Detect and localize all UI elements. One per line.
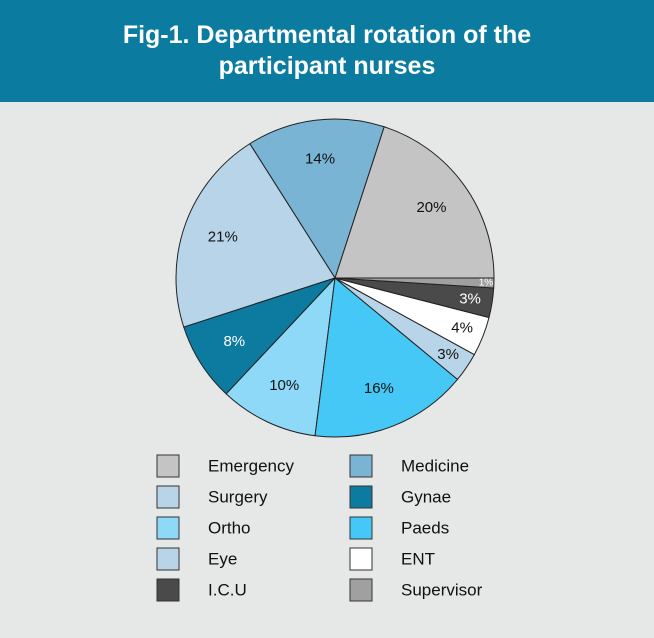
legend-swatch — [349, 547, 373, 571]
legend-swatch — [349, 454, 373, 478]
legend-label: Medicine — [401, 456, 469, 475]
legend-swatch — [349, 516, 373, 540]
legend-swatch — [349, 578, 373, 602]
legend-label: Emergency — [208, 456, 294, 475]
legend-label: Paeds — [401, 518, 449, 537]
pie-slice — [314, 277, 459, 438]
value-label: 1% — [479, 277, 494, 288]
legend-swatch — [156, 516, 180, 540]
pie-slice — [175, 143, 336, 328]
value-label: 21% — [208, 229, 238, 246]
pie-slice — [334, 126, 495, 279]
value-label: 16% — [364, 380, 394, 397]
legend-label: I.C.U — [208, 580, 247, 599]
legend-label: ENT — [401, 549, 435, 568]
value-label: 10% — [269, 377, 299, 394]
value-label: 3% — [459, 290, 481, 307]
value-label: 4% — [451, 319, 473, 336]
legend-swatch — [156, 454, 180, 478]
legend-swatch — [156, 578, 180, 602]
legend-label: Gynae — [401, 487, 451, 506]
header: Fig-1. Departmental rotation of the part… — [0, 0, 654, 102]
legend-swatch — [156, 485, 180, 509]
pie-slice — [249, 118, 385, 280]
legend-swatch — [349, 485, 373, 509]
chart-title: Fig-1. Departmental rotation of the part… — [122, 21, 532, 80]
value-label: 3% — [437, 346, 459, 363]
legend-label: Ortho — [208, 518, 251, 537]
value-label: 8% — [223, 333, 245, 350]
pie-slice — [225, 276, 336, 437]
legend-label: Surgery — [208, 487, 268, 506]
value-label: 20% — [416, 199, 446, 216]
legend-label: Supervisor — [401, 580, 483, 599]
pie-slice — [334, 277, 495, 289]
legend-label: Eye — [208, 549, 237, 568]
value-label: 14% — [305, 151, 335, 168]
legend-swatch — [156, 547, 180, 571]
